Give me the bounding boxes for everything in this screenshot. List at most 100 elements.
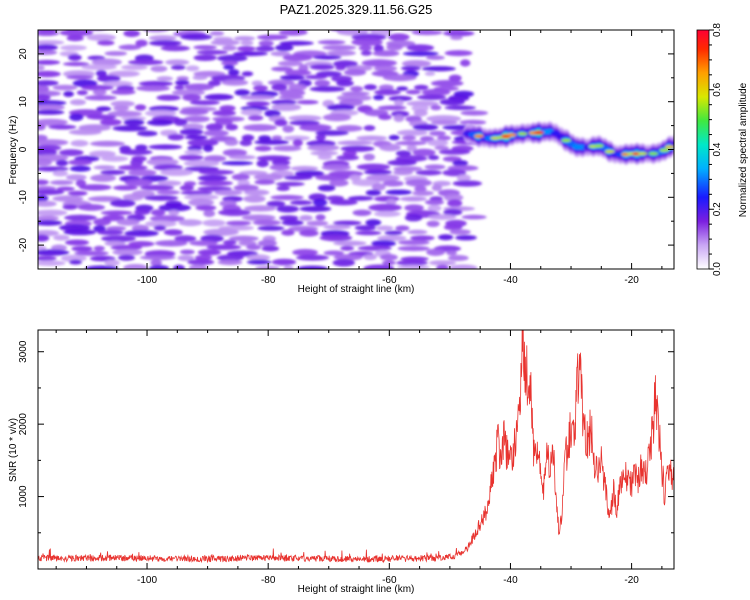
noise-blob bbox=[296, 100, 319, 105]
noise-blob bbox=[69, 113, 84, 122]
noise-blob bbox=[382, 74, 417, 82]
noise-blob bbox=[38, 194, 49, 202]
noise-blob bbox=[299, 124, 332, 132]
noise-blob bbox=[437, 135, 451, 141]
noise-blob bbox=[84, 95, 117, 101]
noise-blob bbox=[93, 165, 116, 170]
noise-blob bbox=[97, 229, 124, 236]
noise-blob bbox=[107, 110, 143, 117]
noise-blob bbox=[255, 45, 275, 52]
snr-panel: -100 -80 -60 -40 -20 1000 2000 3000 Height of … bbox=[8, 329, 675, 595]
noise-blob bbox=[376, 225, 394, 231]
x-tick-label: -40 bbox=[503, 575, 518, 586]
noise-blob bbox=[357, 245, 392, 251]
noise-blob bbox=[96, 106, 112, 112]
noise-blob bbox=[271, 83, 288, 91]
ridge-blob bbox=[517, 132, 528, 136]
noise-blob bbox=[246, 101, 270, 107]
noise-blob bbox=[363, 264, 395, 269]
noise-blob bbox=[171, 89, 206, 96]
noise-blob bbox=[388, 95, 413, 102]
noise-blob bbox=[178, 219, 203, 227]
noise-blob bbox=[426, 248, 445, 256]
noise-blob bbox=[424, 164, 446, 170]
noise-blob bbox=[309, 64, 335, 70]
noise-blob bbox=[67, 190, 88, 196]
noise-blob bbox=[254, 179, 275, 185]
noise-blob bbox=[224, 138, 239, 146]
noise-blob bbox=[135, 39, 148, 47]
noise-blob bbox=[135, 144, 148, 151]
noise-blob bbox=[52, 84, 78, 91]
noise-blob bbox=[193, 45, 217, 50]
noise-blob bbox=[430, 104, 442, 111]
noise-blob bbox=[209, 31, 225, 36]
noise-blob bbox=[278, 94, 304, 100]
noise-blob bbox=[381, 260, 396, 265]
noise-blob bbox=[424, 71, 436, 76]
noise-blob bbox=[402, 51, 439, 57]
noise-blob bbox=[379, 253, 398, 261]
ridge-blob bbox=[474, 134, 484, 138]
noise-blob bbox=[180, 190, 213, 196]
noise-blob bbox=[104, 51, 128, 56]
noise-blob bbox=[438, 234, 454, 241]
noise-blob bbox=[351, 38, 383, 46]
noise-blob bbox=[288, 115, 322, 122]
noise-blob bbox=[130, 159, 144, 167]
noise-blob bbox=[404, 214, 423, 222]
noise-blob bbox=[85, 265, 119, 269]
noise-blob bbox=[124, 178, 153, 187]
noise-blob bbox=[177, 255, 195, 261]
noise-blob bbox=[104, 240, 126, 247]
noise-blob bbox=[69, 259, 82, 265]
noise-blob bbox=[444, 50, 473, 57]
noise-blob bbox=[279, 40, 314, 46]
noise-blob bbox=[112, 125, 148, 132]
noise-blob bbox=[417, 94, 447, 101]
noise-blob bbox=[203, 129, 229, 137]
x-tick-label: -20 bbox=[624, 275, 639, 286]
noise-blob bbox=[183, 160, 220, 167]
noise-blob bbox=[322, 45, 357, 51]
noise-blob bbox=[113, 185, 138, 191]
noise-blob bbox=[424, 199, 445, 205]
noise-blob bbox=[296, 265, 328, 269]
noise-blob bbox=[246, 254, 271, 261]
noise-blob bbox=[146, 119, 174, 126]
noise-blob bbox=[405, 179, 432, 187]
noise-blob bbox=[396, 260, 428, 266]
noise-blob bbox=[255, 30, 264, 31]
snr-line bbox=[38, 330, 674, 564]
noise-blob bbox=[356, 135, 388, 141]
spectrogram-y-ticks: -20 -10 0 10 20 bbox=[18, 29, 674, 270]
noise-blob bbox=[395, 140, 427, 146]
noise-blob bbox=[179, 128, 204, 136]
x-tick-label: -80 bbox=[261, 575, 276, 586]
snr-frame bbox=[37, 329, 675, 570]
noise-blob bbox=[168, 209, 180, 216]
y-tick-label: 3000 bbox=[18, 340, 29, 363]
noise-blob bbox=[241, 214, 276, 221]
noise-blob bbox=[337, 140, 373, 146]
noise-blob bbox=[72, 79, 98, 88]
noise-blob bbox=[231, 173, 250, 181]
noise-blob bbox=[321, 164, 351, 171]
noise-blob bbox=[144, 109, 177, 117]
noise-blob bbox=[253, 85, 268, 92]
noise-blob bbox=[387, 159, 417, 166]
noise-blob bbox=[124, 230, 159, 237]
noise-blob bbox=[305, 74, 327, 80]
noise-blob bbox=[149, 265, 170, 269]
noise-blob bbox=[176, 76, 189, 81]
noise-blob bbox=[396, 264, 431, 269]
noise-blob bbox=[317, 184, 336, 192]
noise-blob bbox=[312, 198, 328, 207]
noise-blob bbox=[329, 179, 349, 187]
noise-blob bbox=[127, 59, 164, 66]
noise-blob bbox=[429, 130, 446, 136]
noise-blob bbox=[203, 228, 239, 236]
noise-blob bbox=[336, 80, 354, 87]
noise-blob bbox=[434, 145, 450, 151]
noise-blob bbox=[371, 183, 386, 191]
